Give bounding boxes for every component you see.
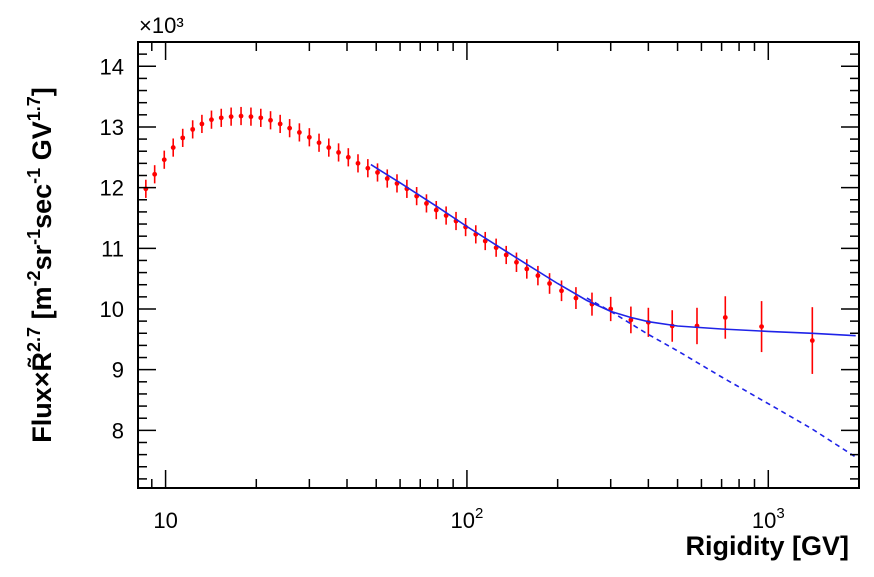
y-axis-title: Flux×R̃2.7 [m-2sr-1sec-1 GV1.7] — [24, 87, 57, 443]
data-point — [535, 273, 541, 279]
data-point — [628, 317, 634, 323]
data-point — [170, 145, 176, 150]
data-point — [296, 130, 302, 135]
x-tick-label: 102 — [451, 505, 484, 533]
y-axis-tick-labels: 8 9 10 11 12 13 14 — [100, 54, 124, 443]
data-point — [287, 125, 293, 131]
data-point — [152, 171, 158, 177]
y-axis-ticks — [138, 41, 859, 480]
y-tick-label: 12 — [100, 176, 124, 201]
y-tick-label: 8 — [112, 418, 124, 443]
y-multiplier: ×10³ — [139, 13, 184, 38]
data-point — [355, 160, 361, 166]
y-tick-label: 11 — [101, 236, 124, 261]
fit-line — [370, 163, 856, 337]
y-tick-label: 10 — [100, 297, 124, 322]
x-axis-title: Rigidity [GV] — [686, 531, 850, 561]
data-point — [218, 115, 224, 121]
y-tick-label: 13 — [100, 115, 124, 140]
data-point — [316, 140, 322, 146]
data-point — [503, 252, 509, 258]
y-tick-label: 14 — [100, 54, 124, 79]
data-point — [345, 154, 351, 160]
y-tick-label: 9 — [112, 358, 124, 383]
data-point — [559, 288, 564, 294]
data-point — [375, 170, 380, 175]
plot-frame — [137, 41, 860, 489]
data-point — [161, 157, 167, 163]
data-point — [547, 281, 552, 286]
data-point — [365, 165, 371, 171]
data-point — [809, 338, 815, 343]
x-tick-label: 10 — [153, 508, 177, 533]
data-point — [248, 114, 254, 120]
data-point — [180, 135, 186, 141]
x-tick-label: 103 — [752, 505, 785, 533]
chart-marks — [143, 106, 857, 458]
data-point — [326, 145, 332, 150]
data-point — [482, 238, 488, 244]
fit-line-dashed — [586, 297, 857, 458]
data-point — [524, 266, 530, 272]
data-point — [199, 121, 205, 127]
data-point — [258, 115, 264, 121]
data-point — [433, 207, 439, 213]
data-point — [514, 259, 519, 265]
data-point — [209, 117, 214, 123]
data-point — [306, 134, 312, 140]
x-axis-ticks — [151, 42, 860, 488]
data-point — [190, 126, 196, 132]
data-point — [336, 150, 341, 155]
data-point — [277, 121, 283, 127]
data-point — [384, 176, 390, 181]
data-point — [722, 315, 728, 320]
data-point — [238, 113, 244, 119]
data-point — [424, 201, 429, 206]
x-axis-tick-labels: 10 102 103 — [153, 505, 784, 533]
data-point — [268, 117, 273, 123]
data-point — [573, 295, 579, 301]
data-point — [759, 324, 764, 329]
data-point — [228, 114, 234, 120]
axes: 8 9 10 11 12 13 14 10 102 103 — [100, 41, 860, 533]
data-points — [143, 106, 815, 374]
